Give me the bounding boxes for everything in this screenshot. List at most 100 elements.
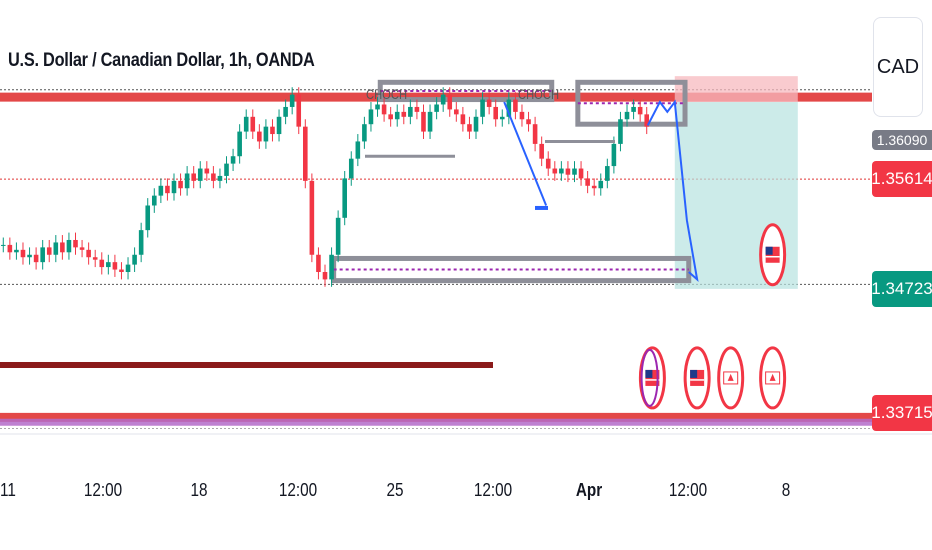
candle-body [99,259,105,268]
candle-body [0,244,6,246]
candle-body [217,175,223,181]
stop-loss-zone [674,76,798,103]
candle-body [289,94,295,107]
candle-body [434,104,439,112]
candle-body [257,131,262,142]
x-tick-label: 12:00 [473,480,513,500]
candle-body [519,111,525,120]
candle-body [329,254,334,280]
candle-body [211,173,216,181]
x-tick-label: 12:00 [278,480,318,500]
projection-path [646,99,699,283]
candle-body [283,106,288,117]
us-flag-canton [645,369,653,378]
candle-body [316,254,321,273]
candle-body [86,249,91,258]
candle-body [237,131,242,157]
candle-body [165,185,170,194]
candle-body [591,185,597,189]
candle-body [493,106,499,120]
candle-body [27,254,32,258]
candle-body [408,106,413,117]
candle-body [296,94,302,127]
us-flag-canton [765,246,773,255]
candle-body [224,163,229,176]
candle-body [125,264,131,273]
candle-body [204,168,210,174]
candle-body [184,173,190,189]
candle-body [545,158,551,169]
candle-body [66,239,72,253]
candle-body [427,111,433,132]
currency-button[interactable]: CAD [873,17,923,117]
candle-body [618,119,623,144]
candle-body [480,99,485,117]
candle-body [119,269,124,273]
supply-zone-right-label: CHOCH [517,86,559,103]
candle-body [46,247,52,255]
price-tag-0: 1.36090 [872,130,932,150]
chart-title: U.S. Dollar / Canadian Dollar, 1h, OANDA [8,50,315,71]
candle-body [132,254,137,265]
candle-body [355,141,361,159]
candle-body [158,185,164,196]
candle-body [106,262,111,268]
candle-body [33,254,39,263]
candle-body [637,106,643,115]
x-tick-label: 18 [190,480,208,500]
candle-body [20,249,26,258]
candle-body [151,195,157,206]
x-tick-label: 8 [781,480,791,500]
candle-body [473,116,479,132]
x-tick-label: 12:00 [83,480,123,500]
x-tick-label: 11 [0,480,16,500]
candle-body [53,242,59,255]
x-tick-label: 12:00 [668,480,708,500]
candle-body [309,180,315,255]
x-tick-label: 25 [386,480,404,500]
candle-body [578,168,584,179]
candle-body [388,114,393,120]
candle-body [263,126,269,142]
candle-body [243,116,249,132]
candle-body [513,99,518,112]
candle-body [539,143,544,159]
candle-body [454,109,459,115]
candle-body [421,111,426,132]
candle-body [585,178,590,186]
candle-body [440,94,446,105]
candle-body [14,249,19,253]
supply-zone-left-label: CHOCH [366,86,408,103]
candle-body [171,180,177,194]
candle-body [605,166,610,181]
candle-body [611,143,617,167]
candle-body [414,106,420,112]
candle-body [532,124,538,144]
candle-body [73,239,78,248]
candle-body [486,99,492,107]
us-flag-canton [690,369,698,378]
candle-body [362,124,367,142]
candle-body [499,116,505,120]
candle-body [112,262,118,270]
candle-body [565,168,571,175]
candle-body [303,126,308,181]
ca-maple-icon [769,373,776,381]
candle-body [572,168,577,175]
candle-body [79,247,85,250]
candle-body [644,114,650,127]
candle-body [368,109,374,125]
candle-body [552,168,558,174]
candle-body [178,180,183,189]
candle-body [381,104,387,115]
candle-body [92,257,98,260]
candle-body [322,272,328,280]
candle-body [348,158,354,179]
candle-body [447,94,453,110]
candle-body [342,178,347,218]
candle-body [401,111,407,117]
candle-body [138,230,144,255]
candle-body [394,111,400,120]
candle-body [559,168,564,174]
